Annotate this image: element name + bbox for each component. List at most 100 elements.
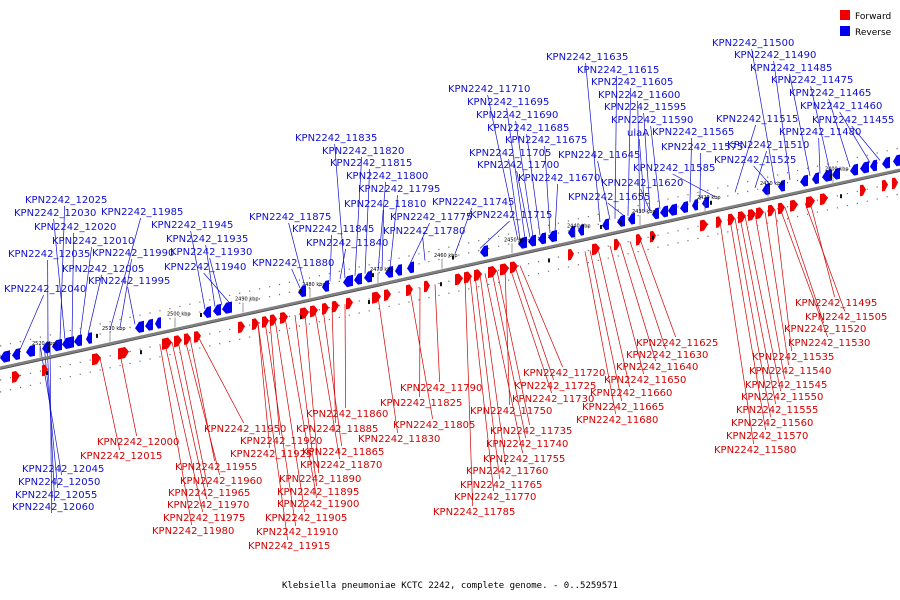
forward-gene-arrow-26 <box>500 263 509 276</box>
gene-label-KPN2242_11655: KPN2242_11655 <box>568 192 650 203</box>
leader-KPN2242_11890 <box>304 312 319 474</box>
reverse-gene-arrow-41 <box>812 172 819 185</box>
gene-label-KPN2242_11475: KPN2242_11475 <box>771 75 853 86</box>
leader-KPN2242_11810 <box>381 209 384 270</box>
gene-label-KPN2242_12000: KPN2242_12000 <box>97 437 179 448</box>
gene-label-KPN2242_11665: KPN2242_11665 <box>582 402 664 413</box>
gene-marker-16 <box>548 258 550 263</box>
gene-label-KPN2242_11985: KPN2242_11985 <box>101 207 183 218</box>
gene-label-KPN2242_11700: KPN2242_11700 <box>477 160 559 171</box>
gene-label-KPN2242_11905: KPN2242_11905 <box>265 513 347 524</box>
gene-label-KPN2242_11990: KPN2242_11990 <box>92 248 174 259</box>
gene-label-KPN2242_11825: KPN2242_11825 <box>380 398 462 409</box>
reverse-gene-arrow-0 <box>0 350 10 363</box>
reverse-gene-arrow-29 <box>602 218 609 231</box>
reverse-gene-arrow-8 <box>135 320 144 333</box>
gene-label-KPN2242_11530: KPN2242_11530 <box>788 338 870 349</box>
gene-label-KPN2242_11880: KPN2242_11880 <box>252 258 334 269</box>
reverse-gene-arrow-46 <box>870 159 877 172</box>
reverse-gene-arrow-26 <box>548 230 557 243</box>
gene-label-KPN2242_11805: KPN2242_11805 <box>393 420 475 431</box>
forward-gene-arrow-13 <box>300 307 309 320</box>
leader-KPN2242_11645 <box>597 160 611 220</box>
gene-label-KPN2242_11775: KPN2242_11775 <box>390 212 472 223</box>
gene-label-KPN2242_11615: KPN2242_11615 <box>577 65 659 76</box>
forward-gene-arrow-21 <box>424 280 430 293</box>
leader-KPN2242_11885 <box>331 306 336 424</box>
forward-gene-arrow-30 <box>614 238 620 251</box>
forward-gene-arrow-39 <box>768 204 775 217</box>
legend-forward-label: Forward <box>855 12 891 22</box>
forward-gene-arrow-11 <box>270 314 277 327</box>
gene-label-KPN2242_11890: KPN2242_11890 <box>279 474 361 485</box>
leader-KPN2242_11920 <box>269 320 280 436</box>
gene-label-KPN2242_11710: KPN2242_11710 <box>448 84 530 95</box>
forward-gene-arrow-23 <box>464 271 472 284</box>
gene-label-KPN2242_11455: KPN2242_11455 <box>812 115 894 126</box>
gene-label-KPN2242_11540: KPN2242_11540 <box>749 366 831 377</box>
tick-label-1: 2510 kbp <box>102 326 126 332</box>
forward-gene-arrow-2 <box>92 353 101 366</box>
gene-label-KPN2242_11925: KPN2242_11925 <box>230 449 312 460</box>
gene-label-KPN2242_11515: KPN2242_11515 <box>716 114 798 125</box>
gene-label-KPN2242_12015: KPN2242_12015 <box>80 451 162 462</box>
gene-label-KPN2242_11810: KPN2242_11810 <box>344 199 426 210</box>
reverse-gene-arrow-39 <box>778 179 785 192</box>
strand-guide-2 <box>0 181 900 381</box>
gene-label-KPN2242_11495: KPN2242_11495 <box>795 298 877 309</box>
reverse-gene-arrow-27 <box>568 226 575 238</box>
leader-KPN2242_11595 <box>643 112 651 212</box>
tick-label-10: 2420 kbp <box>697 195 721 201</box>
gene-label-KPN2242_12050: KPN2242_12050 <box>18 477 100 488</box>
reverse-gene-arrow-4 <box>52 338 62 352</box>
forward-gene-arrow-22 <box>455 273 463 286</box>
leader-KPN2242_11665 <box>589 250 622 402</box>
gene-label-KPN2242_11695: KPN2242_11695 <box>467 97 549 108</box>
reverse-gene-arrow-15 <box>322 280 329 292</box>
gene-marker-5 <box>452 255 454 260</box>
tick-label-11: 2410 kbp <box>760 181 784 187</box>
leader-KPN2242_11575 <box>699 152 701 201</box>
reverse-gene-arrow-12 <box>213 303 221 316</box>
forward-gene-arrow-16 <box>332 300 339 313</box>
leader-KPN2242_11795 <box>389 194 398 269</box>
leader-KPN2242_12060 <box>49 342 52 514</box>
leader-KPN2242_11870 <box>314 310 340 460</box>
leader-KPN2242_11760 <box>479 274 506 466</box>
gene-label-KPN2242_11870: KPN2242_11870 <box>300 460 382 471</box>
gene-label-KPN2242_11625: KPN2242_11625 <box>636 338 718 349</box>
gene-label-KPN2242_11680: KPN2242_11680 <box>576 415 658 426</box>
forward-gene-arrow-46 <box>892 177 898 190</box>
gene-label-KPN2242_11945: KPN2242_11945 <box>151 220 233 231</box>
legend: Forward Reverse <box>840 10 892 38</box>
gene-label-KPN2242_11545: KPN2242_11545 <box>745 380 827 391</box>
leader-KPN2242_11785 <box>464 277 473 507</box>
gene-label-KPN2242_11745: KPN2242_11745 <box>432 197 514 208</box>
forward-gene-arrow-14 <box>310 305 318 318</box>
gene-label-KPN2242_11480: KPN2242_11480 <box>779 127 861 138</box>
leader-KPN2242_12020 <box>71 232 74 339</box>
reverse-gene-arrow-37 <box>702 196 709 209</box>
leader-KPN2242_11730 <box>509 267 552 394</box>
reverse-gene-arrow-25 <box>538 232 546 245</box>
forward-gene-arrow-19 <box>384 289 391 301</box>
gene-label-KPN2242_12020: KPN2242_12020 <box>34 222 116 233</box>
gene-label-KPN2242_11630: KPN2242_11630 <box>626 350 708 361</box>
leader-KPN2242_11525 <box>753 165 771 185</box>
leader-KPN2242_12025 <box>59 205 65 341</box>
leader-KPN2242_11975 <box>164 343 203 513</box>
leader-KPN2242_11765 <box>474 275 500 480</box>
forward-gene-arrow-9 <box>252 318 259 331</box>
gene-label-KPN2242_11935: KPN2242_11935 <box>166 234 248 245</box>
gene-label-ulaA: ulaA <box>627 128 649 139</box>
leader-KPN2242_11735 <box>496 270 530 426</box>
leader-KPN2242_11955 <box>189 338 215 462</box>
leader-KPN2242_11615 <box>614 75 618 219</box>
strand-guide-3 <box>0 193 900 393</box>
leader-KPN2242_11550 <box>744 216 781 392</box>
forward-gene-arrow-31 <box>636 233 642 246</box>
leader-KPN2242_11895 <box>294 315 317 487</box>
tick-label-9: 2430 kbp <box>632 209 656 215</box>
forward-gene-arrow-38 <box>756 207 764 220</box>
gene-label-KPN2242_11715: KPN2242_11715 <box>470 210 552 221</box>
